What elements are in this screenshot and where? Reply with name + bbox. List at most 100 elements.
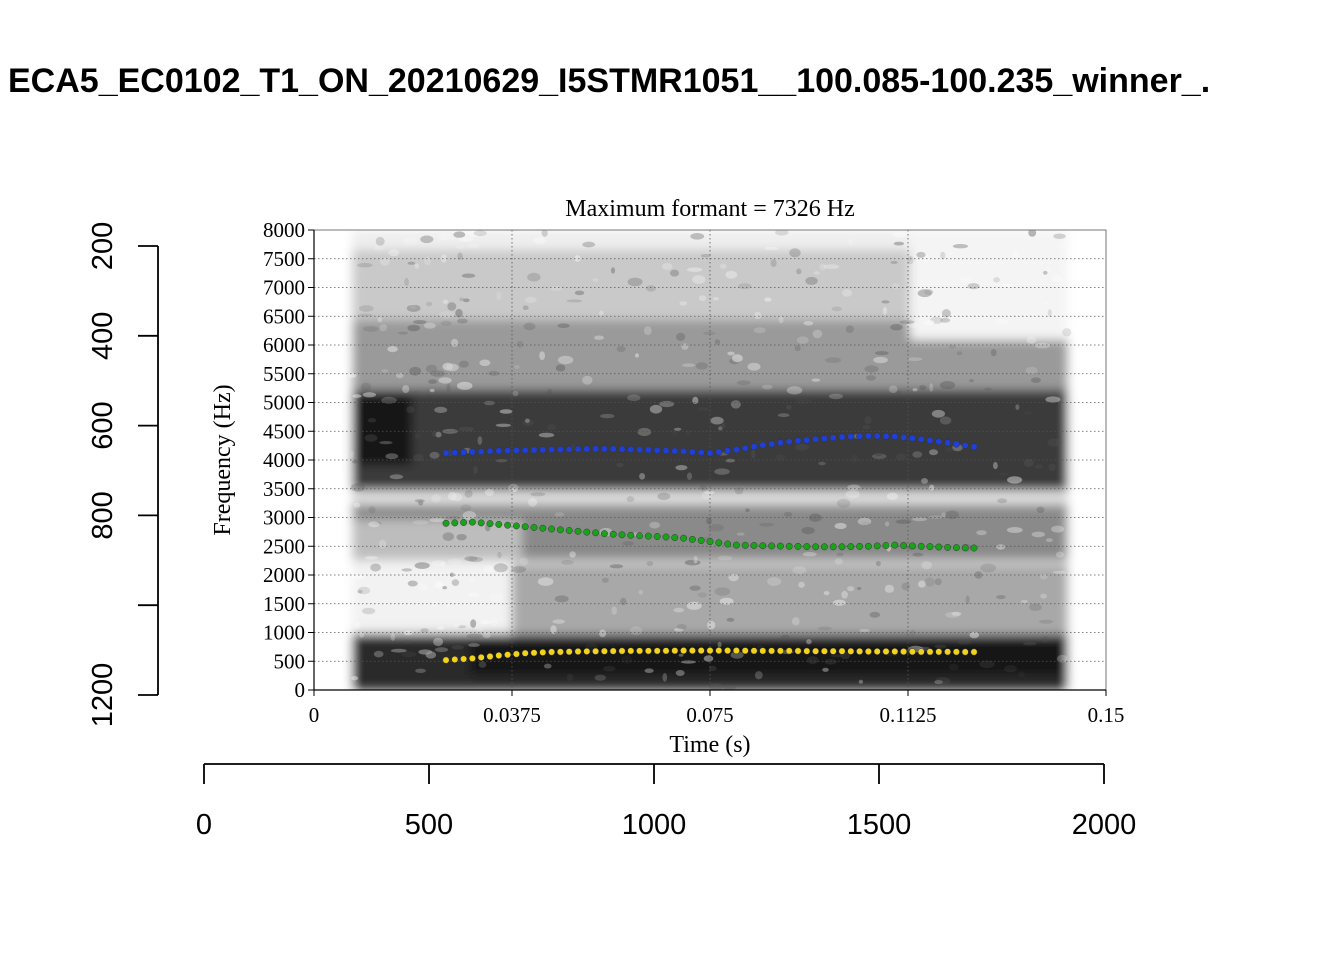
formant-point xyxy=(556,446,564,453)
formant-point xyxy=(609,530,617,538)
formant-point xyxy=(944,648,952,656)
formant-point xyxy=(829,543,837,551)
x-tick-label: 0.075 xyxy=(686,703,733,727)
formant-point xyxy=(803,543,811,551)
formant-point xyxy=(530,524,538,531)
formant-point xyxy=(460,519,468,526)
formant-point xyxy=(548,648,556,656)
formant-point xyxy=(512,522,520,530)
formant-point xyxy=(697,537,705,544)
formant-point xyxy=(671,647,679,655)
formant-point xyxy=(917,542,925,550)
formant-point xyxy=(706,647,714,655)
formant-point xyxy=(688,535,696,543)
formant-point xyxy=(706,538,714,546)
y-tick-label: 2000 xyxy=(263,563,305,587)
formant-series-3 xyxy=(442,647,978,664)
outer-x-ticks: 0 500 1000 1500 2000 xyxy=(196,764,1136,841)
y-tick-label: 4000 xyxy=(263,448,305,472)
formant-point xyxy=(636,532,644,540)
formant-point xyxy=(926,437,934,444)
formant-point xyxy=(732,446,740,454)
formant-point xyxy=(864,542,872,550)
formant-point xyxy=(812,647,820,655)
formant-point xyxy=(908,648,916,656)
formant-point xyxy=(600,647,608,655)
formant-point xyxy=(495,447,503,455)
formant-point xyxy=(803,436,811,444)
formant-point xyxy=(451,656,459,663)
formant-point xyxy=(715,647,723,655)
formant-point xyxy=(671,447,679,455)
formant-point xyxy=(592,647,600,655)
formant-point xyxy=(759,647,767,655)
formant-point xyxy=(908,434,916,442)
formant-point xyxy=(785,438,793,446)
formant-point xyxy=(794,437,802,445)
formant-point xyxy=(882,648,890,655)
formant-point xyxy=(803,647,811,655)
formant-point xyxy=(856,647,864,655)
formant-point xyxy=(917,435,925,443)
formant-point xyxy=(477,448,485,456)
formant-point xyxy=(653,647,661,655)
formant-point xyxy=(548,446,556,454)
formant-point xyxy=(838,647,846,655)
formant-point xyxy=(609,647,617,655)
formant-point xyxy=(697,449,705,456)
x-tick-label: 0.15 xyxy=(1088,703,1125,727)
formant-point xyxy=(891,432,899,440)
main-title: ECA5_EC0102_T1_ON_20210629_I5STMR1051__1… xyxy=(8,62,1210,100)
formant-point xyxy=(952,544,960,552)
formant-point xyxy=(847,543,855,551)
grid-lines xyxy=(314,230,1106,690)
formant-point xyxy=(521,649,529,657)
formant-point xyxy=(952,648,960,656)
y-tick-label: 7000 xyxy=(263,276,305,300)
formant-point xyxy=(512,650,520,658)
formant-point xyxy=(468,518,476,526)
formant-point xyxy=(864,432,872,440)
formant-point xyxy=(926,648,934,656)
y-tick-label: 8000 xyxy=(263,218,305,242)
formant-point xyxy=(724,647,732,655)
formant-point xyxy=(565,527,573,534)
formant-point xyxy=(776,542,784,550)
formant-point xyxy=(618,647,626,655)
inner-y-ticks: 0 500 1000 1500 2000 2500 3000 3500 4000 4500 5000… xyxy=(263,218,314,702)
formant-point xyxy=(856,432,864,440)
formant-point xyxy=(750,647,758,655)
formant-point xyxy=(961,544,969,552)
formant-point xyxy=(486,447,494,455)
outer-y-tick-label: 800 xyxy=(87,491,119,539)
y-tick-label: 4500 xyxy=(263,419,305,443)
formant-point xyxy=(688,448,696,456)
formant-point xyxy=(926,543,934,551)
formant-point xyxy=(768,647,776,655)
formant-point xyxy=(565,445,573,453)
formant-point xyxy=(600,445,608,453)
formant-point xyxy=(944,439,952,447)
formant-point xyxy=(873,542,881,550)
formant-point xyxy=(618,445,626,453)
formant-point xyxy=(565,648,573,656)
formant-point xyxy=(935,438,943,446)
formant-point xyxy=(451,519,459,527)
outer-y-tick-label: 200 xyxy=(87,222,119,270)
outer-x-tick-label: 1500 xyxy=(847,809,912,841)
inner-x-ticks: 0 0.0375 0.075 0.1125 0.15 xyxy=(309,690,1125,727)
formant-point xyxy=(900,542,908,549)
formant-point xyxy=(891,648,899,655)
formant-point xyxy=(583,445,591,453)
y-tick-label: 3500 xyxy=(263,477,305,501)
formant-point xyxy=(882,542,890,549)
formant-point xyxy=(521,446,529,454)
y-tick-label: 5500 xyxy=(263,362,305,386)
formant-point xyxy=(952,440,960,448)
formant-point xyxy=(548,525,556,533)
formant-point xyxy=(970,443,978,451)
chart-subtitle: Maximum formant = 7326 Hz xyxy=(565,196,855,222)
formant-point xyxy=(583,647,591,655)
formant-point xyxy=(644,532,652,540)
formant-point xyxy=(468,654,476,662)
